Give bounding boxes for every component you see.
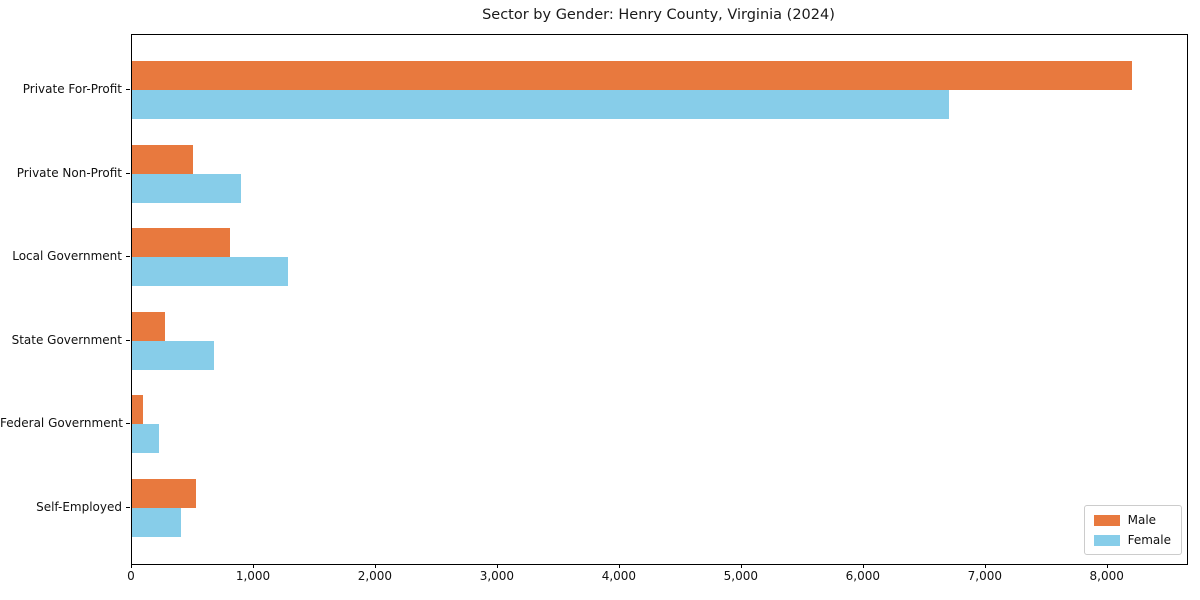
y-axis-category-label: Local Government	[12, 249, 122, 264]
y-axis-tick-mark	[126, 256, 130, 258]
x-axis-tick-mark	[374, 564, 376, 568]
x-axis-tick-mark	[131, 564, 132, 568]
y-axis-tick-mark	[126, 423, 130, 425]
x-axis-tick-label: 7,000	[967, 569, 1002, 583]
y-axis-tick-mark	[126, 507, 130, 508]
y-axis-category-label: Private For-Profit	[22, 82, 122, 96]
legend-label: Male	[1127, 513, 1157, 527]
y-axis-tick-mark	[126, 339, 130, 341]
legend-entry-male: Male	[1093, 513, 1171, 527]
x-axis-tick-label: 5,000	[723, 569, 758, 583]
bar-male-self-employed	[132, 479, 196, 508]
x-axis-tick-label: 2,000	[357, 569, 393, 583]
bar-male-private-non-profit	[132, 144, 193, 174]
plot-area: Male Female	[131, 34, 1188, 565]
bar-female-private-non-profit	[132, 173, 241, 203]
y-axis-category-label: State Government	[11, 332, 122, 347]
y-axis-tick-mark	[126, 89, 130, 90]
bar-female-state-government	[132, 340, 215, 370]
x-axis-tick-mark	[984, 564, 986, 568]
bar-female-federal-government	[132, 424, 159, 454]
x-axis-tick-label: 1,000	[235, 569, 271, 583]
chart-title: Sector by Gender: Henry County, Virginia…	[482, 7, 835, 23]
y-axis-category-label: Self-Employed	[36, 500, 122, 514]
x-axis-tick-label: 6,000	[845, 569, 880, 583]
legend-label: Female	[1127, 533, 1171, 547]
y-axis-category-label: Federal Government	[0, 416, 123, 431]
legend-entry-female: Female	[1093, 533, 1171, 547]
x-axis-tick-label: 3,000	[479, 569, 515, 583]
x-axis-tick-mark	[1106, 564, 1108, 568]
legend: Male Female	[1083, 505, 1182, 555]
y-axis-tick-mark	[126, 172, 130, 174]
legend-swatch-male	[1093, 514, 1120, 526]
x-axis-tick-label: 4,000	[601, 569, 637, 583]
bar-male-private-for-profit	[132, 61, 1133, 90]
x-axis-tick-mark	[253, 564, 254, 568]
bar-female-private-for-profit	[132, 90, 950, 119]
x-axis-tick-mark	[618, 564, 620, 568]
x-axis-tick-mark	[496, 564, 498, 568]
bar-female-self-employed	[132, 508, 181, 537]
bar-male-state-government	[132, 311, 165, 341]
x-axis-tick-mark	[862, 564, 864, 568]
bar-female-local-government	[132, 257, 289, 287]
bar-male-federal-government	[132, 395, 143, 425]
y-axis-category-label: Private Non-Profit	[16, 165, 122, 180]
x-axis-tick-label: 8,000	[1089, 569, 1124, 583]
x-axis-tick-label: 0	[127, 569, 135, 583]
x-axis-tick-mark	[740, 564, 742, 568]
legend-swatch-female	[1093, 534, 1120, 546]
bar-male-local-government	[132, 228, 230, 258]
